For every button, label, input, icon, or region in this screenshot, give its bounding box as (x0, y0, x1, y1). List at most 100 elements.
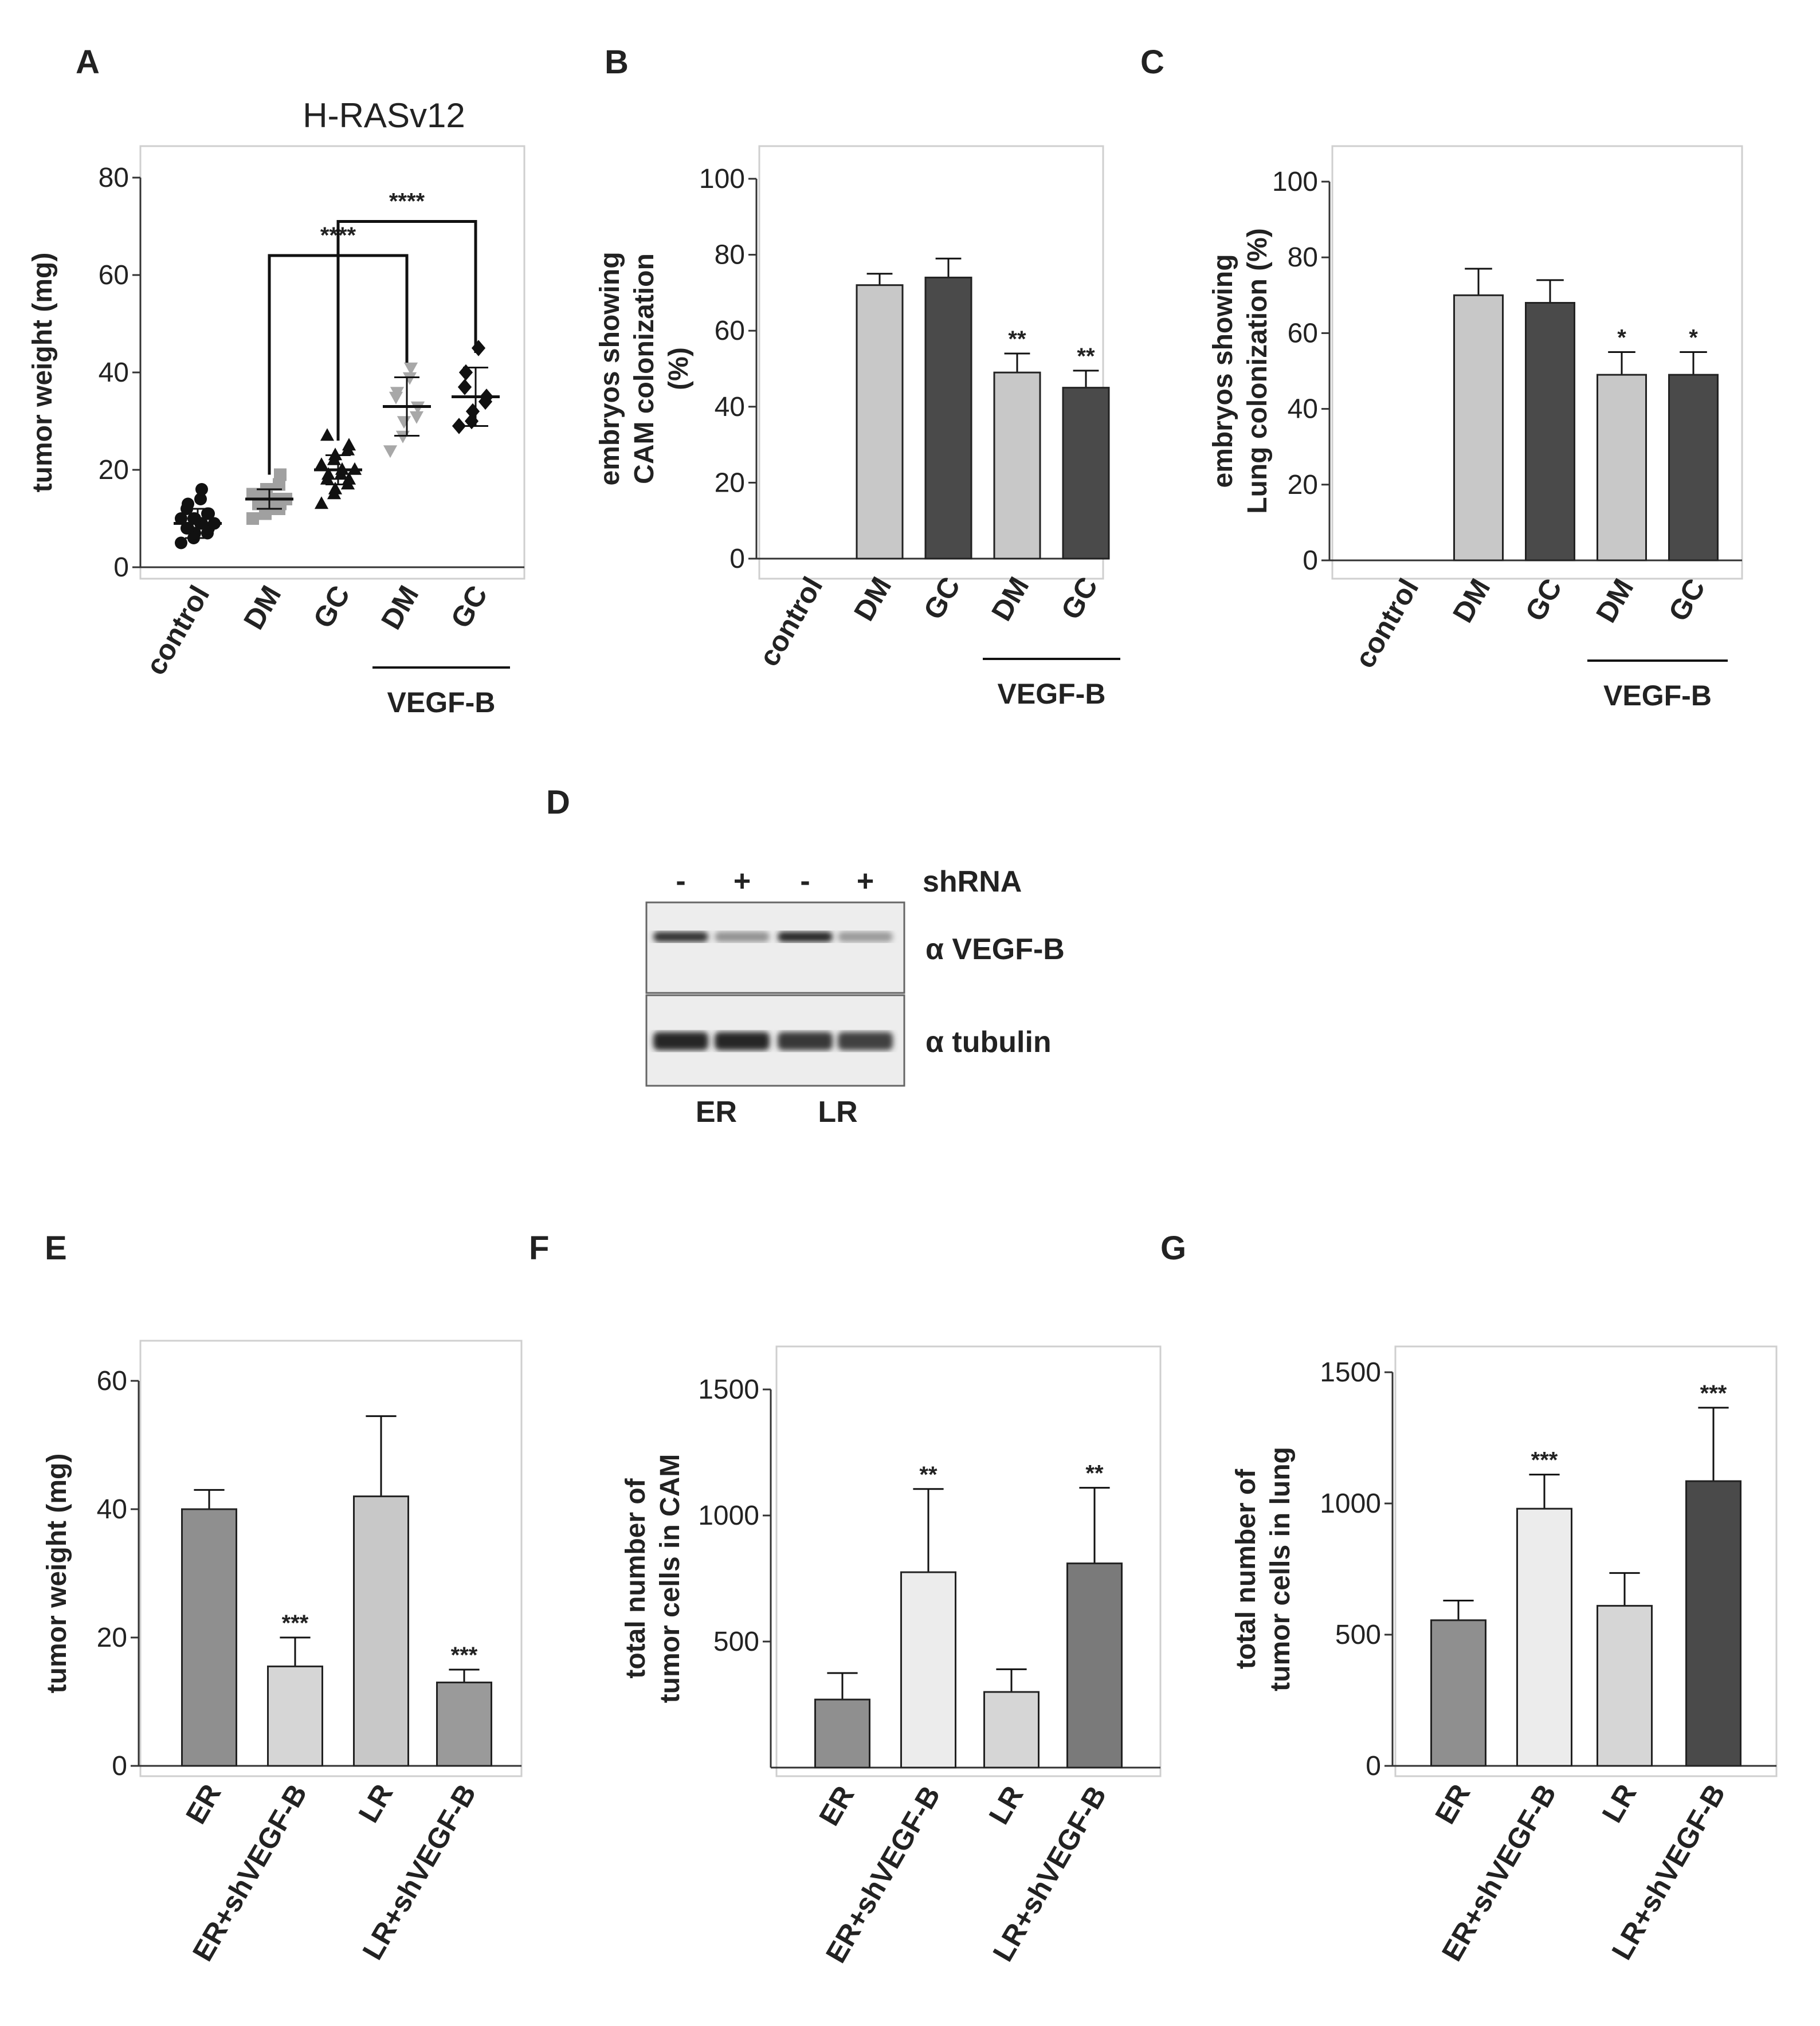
bar (436, 1681, 492, 1767)
x-category-label: LR (1596, 1779, 1643, 1828)
significance-label: *** (1700, 1381, 1727, 1406)
x-category-label: GC (445, 580, 494, 634)
y-tick-label: 40 (715, 392, 745, 422)
group-label: VEGF-B (1603, 680, 1712, 712)
bar (1525, 302, 1575, 562)
bar (267, 1665, 323, 1767)
y-axis-label: tumor cells in CAM (655, 1454, 685, 1703)
data-point (195, 483, 208, 496)
data-point (202, 507, 215, 520)
panel-label-G: G (1160, 1230, 1186, 1267)
y-axis-label: total number of (1231, 1469, 1261, 1669)
data-point (458, 364, 473, 381)
significance-bracket (336, 220, 477, 441)
y-tick-label: 80 (99, 163, 129, 193)
chart-panel-B: B 0 20 40 60 80 100 embryos showing CAM coloniza… (595, 44, 1120, 710)
protein-band (715, 1032, 770, 1050)
y-tick-label: 80 (715, 240, 745, 270)
bar (924, 276, 972, 560)
y-tick-label: 1500 (698, 1375, 759, 1405)
panel-label-A: A (76, 44, 100, 81)
panel-label-E: E (45, 1230, 67, 1267)
data-point (328, 481, 343, 494)
y-tick-label: 0 (113, 552, 129, 583)
lane-sign: + (857, 865, 874, 898)
significance-label: *** (282, 1611, 309, 1636)
plot-frame (775, 1345, 1162, 1777)
significance-label: ** (1077, 344, 1095, 369)
data-point (321, 467, 336, 480)
data-point (390, 387, 405, 400)
data-point (452, 418, 466, 434)
data-point (328, 447, 343, 461)
data-point (253, 497, 266, 511)
data-point (314, 496, 329, 509)
blot-membrane (645, 901, 905, 994)
y-tick-label: 20 (715, 468, 745, 498)
data-point (246, 512, 259, 525)
x-category-label: LR (352, 1779, 399, 1828)
blot-group-label: LR (818, 1096, 857, 1129)
y-tick-label: 500 (713, 1627, 759, 1657)
y-axis-label: (%) (664, 347, 694, 390)
data-point (457, 379, 472, 395)
significance-label: * (1689, 325, 1698, 350)
protein-band (778, 932, 833, 942)
data-point (175, 512, 187, 525)
panel-label-B: B (605, 44, 629, 81)
significance-label: *** (451, 1643, 478, 1668)
bar (856, 284, 904, 560)
protein-band (838, 1032, 893, 1050)
x-category-label: GC (1662, 574, 1712, 627)
y-tick-label: 1000 (1320, 1489, 1381, 1519)
lane-sign: - (676, 865, 685, 898)
lane-sign: - (800, 865, 810, 898)
chart-title: H-RASv12 (303, 96, 465, 135)
bar (1597, 1605, 1653, 1767)
bar (993, 371, 1041, 560)
panel-label-D: D (546, 784, 570, 821)
bar (814, 1698, 870, 1769)
bar (1062, 387, 1110, 560)
y-tick-label: 60 (1288, 318, 1318, 348)
bar (900, 1571, 956, 1769)
y-tick-label: 0 (1366, 1751, 1381, 1781)
chart-panel-F: F 500 1000 1500 total number of tumor cells i… (529, 1230, 1162, 1968)
significance-label: ** (1008, 327, 1026, 352)
y-tick-label: 100 (1272, 167, 1318, 197)
x-category-label: control (1348, 574, 1425, 674)
protein-band (715, 932, 770, 942)
y-axis-label: tumor cells in lung (1265, 1447, 1296, 1691)
x-category-label: DM (985, 572, 1035, 626)
group-label: VEGF-B (387, 686, 496, 718)
significance-label: **** (389, 189, 425, 214)
y-tick-label: 60 (715, 316, 745, 346)
x-category-label: control (139, 580, 215, 681)
data-point (403, 362, 418, 375)
y-tick-label: 100 (699, 164, 745, 194)
bar (1066, 1562, 1123, 1769)
data-point (342, 472, 356, 485)
data-point (314, 457, 329, 470)
lane-sign: + (734, 865, 751, 898)
bar (1668, 374, 1719, 562)
y-tick-label: 1500 (1320, 1357, 1381, 1388)
y-tick-label: 500 (1335, 1620, 1381, 1650)
y-tick-label: 20 (99, 455, 129, 485)
bar (1430, 1619, 1486, 1767)
y-tick-label: 40 (1288, 394, 1318, 425)
x-category-label: GC (307, 580, 356, 634)
bar (983, 1691, 1040, 1769)
data-point (397, 416, 411, 429)
x-category-label: ER (179, 1779, 227, 1829)
data-point (320, 428, 335, 441)
x-category-label: LR (983, 1781, 1030, 1830)
y-axis-label: tumor weight (mg) (42, 1454, 72, 1694)
y-tick-label: 0 (729, 544, 745, 574)
blot-group-label: ER (696, 1096, 737, 1129)
data-point (409, 411, 424, 424)
data-point (182, 522, 194, 535)
y-axis-label: CAM colonization (629, 253, 660, 484)
data-point (182, 497, 194, 511)
